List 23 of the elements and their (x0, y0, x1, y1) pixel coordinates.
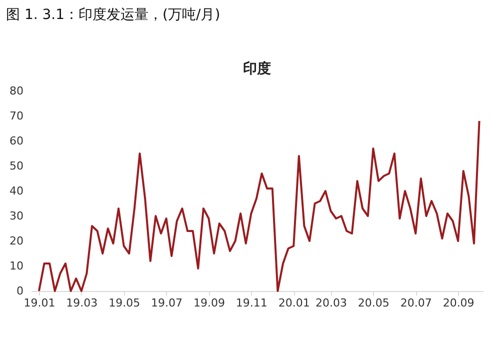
x-tick-label: 19.07 (151, 296, 183, 310)
x-tick-label: 19.01 (24, 296, 56, 310)
x-tick-label: 19.05 (108, 296, 140, 310)
x-tick-label: 20.01 (278, 296, 310, 310)
x-tick-label: 20.07 (400, 296, 432, 310)
x-tick-label: 19.09 (193, 296, 225, 310)
line-series (38, 120, 480, 292)
y-tick-label: 0 (16, 284, 24, 298)
y-tick-label: 20 (10, 234, 24, 248)
chart-title: 图 1. 3.1：印度发运量，(万吨/月) (6, 7, 220, 23)
y-tick-label: 30 (10, 210, 24, 222)
x-tick-label: 20.05 (358, 296, 390, 310)
x-tick-label: 19.11 (236, 296, 268, 310)
y-tick-label: 10 (10, 260, 24, 272)
y-tick-label: 80 (10, 84, 24, 98)
y-tick-label: 50 (10, 160, 24, 172)
y-tick-label: 40 (10, 184, 24, 198)
chart-subtitle: 印度 (243, 60, 271, 77)
x-tick-label: 20.03 (315, 296, 347, 310)
y-tick-label: 60 (10, 134, 24, 148)
y-tick-label: 70 (10, 110, 24, 122)
x-tick-label: 20.09 (442, 296, 474, 310)
x-tick-label: 19.03 (66, 296, 98, 310)
